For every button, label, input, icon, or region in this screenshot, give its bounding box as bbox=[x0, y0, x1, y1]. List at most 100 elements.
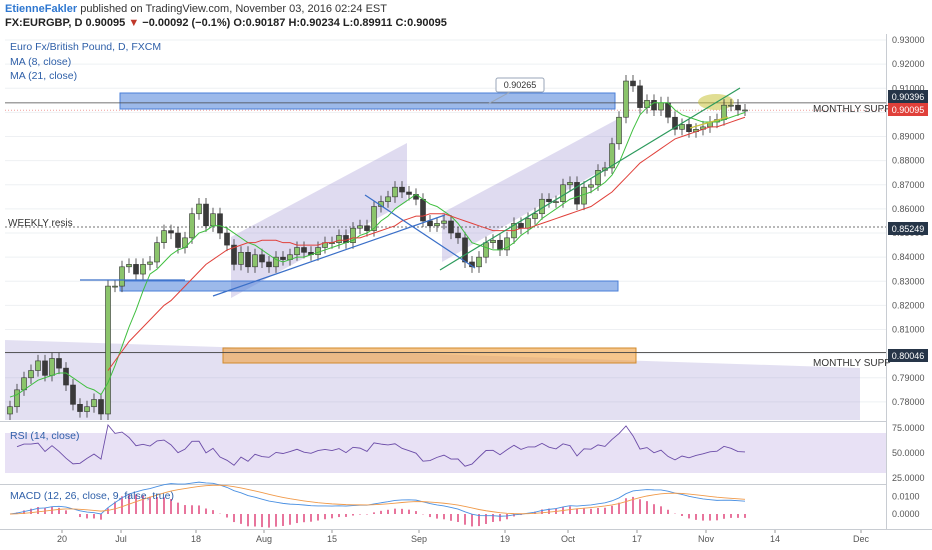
ma8-line bbox=[9, 102, 746, 398]
change-arrow-icon: ▼ bbox=[128, 17, 140, 29]
candle bbox=[476, 251, 482, 273]
quote-line: FX:EURGBP, D 0.90095 ▼ −0.00092 (−0.1%) … bbox=[5, 17, 447, 29]
y-tick-label: 0.86000 bbox=[892, 204, 925, 214]
y-tick-label: 0.79000 bbox=[892, 373, 925, 383]
tag-weekly: 0.85249 bbox=[888, 222, 928, 235]
candle bbox=[574, 176, 580, 211]
candle bbox=[679, 118, 685, 136]
publish-line: EtienneFakler published on TradingView.c… bbox=[5, 3, 387, 15]
support-zone-orange bbox=[222, 347, 637, 364]
x-tick-label: Dec bbox=[853, 534, 870, 544]
candle bbox=[7, 400, 13, 420]
x-tick-label: Sep bbox=[411, 534, 427, 544]
candle bbox=[112, 280, 118, 293]
candle bbox=[217, 207, 223, 240]
legend-ma21: MA (21, close) bbox=[10, 70, 77, 82]
x-tick-label: Aug bbox=[256, 534, 272, 544]
candle bbox=[14, 383, 20, 413]
candle bbox=[147, 255, 153, 271]
candle bbox=[434, 217, 440, 232]
candle bbox=[133, 258, 139, 281]
x-tick-label: 20 bbox=[57, 534, 67, 544]
candle bbox=[231, 239, 237, 271]
candle bbox=[140, 258, 146, 281]
weekly-resis-label: WEEKLY resis bbox=[8, 218, 73, 229]
candle bbox=[35, 354, 41, 377]
candle bbox=[364, 219, 370, 237]
legend-ma8: MA (8, close) bbox=[10, 56, 71, 68]
candle bbox=[350, 222, 356, 249]
candle bbox=[224, 227, 230, 252]
macd-tick-label: 0.0100 bbox=[892, 492, 920, 502]
chart-canvas[interactable]: 0.930000.920000.910000.900000.890000.880… bbox=[0, 32, 932, 550]
candle bbox=[455, 227, 461, 244]
tag-weekly-value: 0.85249 bbox=[892, 224, 925, 234]
candle bbox=[427, 214, 433, 232]
macd-tick-label: 0.0000 bbox=[892, 509, 920, 519]
candle bbox=[70, 378, 76, 411]
y-tick-label: 0.93000 bbox=[892, 35, 925, 45]
published-text: published on TradingView.com, November 0… bbox=[80, 3, 387, 15]
resistance-zone-top bbox=[119, 92, 616, 110]
rsi-tick-label: 25.0000 bbox=[892, 473, 925, 483]
candle bbox=[609, 137, 615, 174]
x-tick-label: Nov bbox=[698, 534, 715, 544]
y-tick-label: 0.83000 bbox=[892, 276, 925, 286]
signal-line bbox=[9, 484, 746, 515]
candle bbox=[119, 260, 125, 293]
candle bbox=[42, 354, 48, 382]
y-tick-label: 0.89000 bbox=[892, 132, 925, 142]
candle bbox=[630, 75, 636, 92]
trendline-aug-up bbox=[212, 214, 446, 297]
x-tick-label: Oct bbox=[561, 534, 576, 544]
candle bbox=[273, 251, 279, 273]
rsi-band bbox=[5, 433, 886, 473]
tag-last-price-value: 0.90095 bbox=[892, 105, 925, 115]
candle bbox=[623, 75, 629, 124]
candle bbox=[651, 94, 657, 117]
y-tick-label: 0.92000 bbox=[892, 59, 925, 69]
candle bbox=[196, 198, 202, 220]
candle bbox=[742, 103, 748, 117]
y-tick-label: 0.88000 bbox=[892, 156, 925, 166]
callout-box: 0.90265 bbox=[487, 77, 545, 105]
candle bbox=[28, 364, 34, 384]
x-tick-label: 17 bbox=[632, 534, 642, 544]
tag-monthly-low-value: 0.80046 bbox=[892, 351, 925, 361]
candle bbox=[56, 352, 62, 375]
trendline-main bbox=[439, 87, 741, 271]
x-tick-label: 19 bbox=[500, 534, 510, 544]
candle bbox=[168, 224, 174, 240]
candle bbox=[567, 176, 573, 191]
candle bbox=[203, 198, 209, 232]
candle bbox=[448, 214, 454, 240]
y-tick-label: 0.78000 bbox=[892, 397, 925, 407]
candle bbox=[126, 258, 132, 273]
tag-level-top: 0.90396 bbox=[888, 90, 928, 103]
candle bbox=[392, 181, 398, 203]
support-zone-mid bbox=[119, 280, 619, 292]
candle bbox=[63, 362, 69, 392]
candle bbox=[175, 227, 181, 254]
rsi-line bbox=[16, 423, 746, 467]
symbol-label: FX:EURGBP, D bbox=[5, 17, 83, 29]
y-tick-label: 0.84000 bbox=[892, 252, 925, 262]
candle bbox=[399, 181, 405, 199]
last-price: 0.90095 bbox=[85, 17, 126, 29]
tag-monthly-low: 0.80046 bbox=[888, 349, 928, 362]
author-link[interactable]: EtienneFakler bbox=[5, 3, 78, 15]
ma21-line bbox=[107, 116, 746, 371]
candle bbox=[245, 246, 251, 273]
candle bbox=[441, 214, 447, 230]
x-tick-label: 18 bbox=[191, 534, 201, 544]
candle bbox=[490, 234, 496, 249]
candle bbox=[637, 79, 643, 114]
x-tick-label: 15 bbox=[327, 534, 337, 544]
candle bbox=[161, 224, 167, 249]
macd-line bbox=[9, 481, 746, 517]
tag-level-top-value: 0.90396 bbox=[892, 92, 925, 102]
candle bbox=[357, 219, 363, 235]
rsi-tick-label: 50.0000 bbox=[892, 448, 925, 458]
candle bbox=[266, 255, 272, 273]
candle bbox=[280, 251, 286, 266]
